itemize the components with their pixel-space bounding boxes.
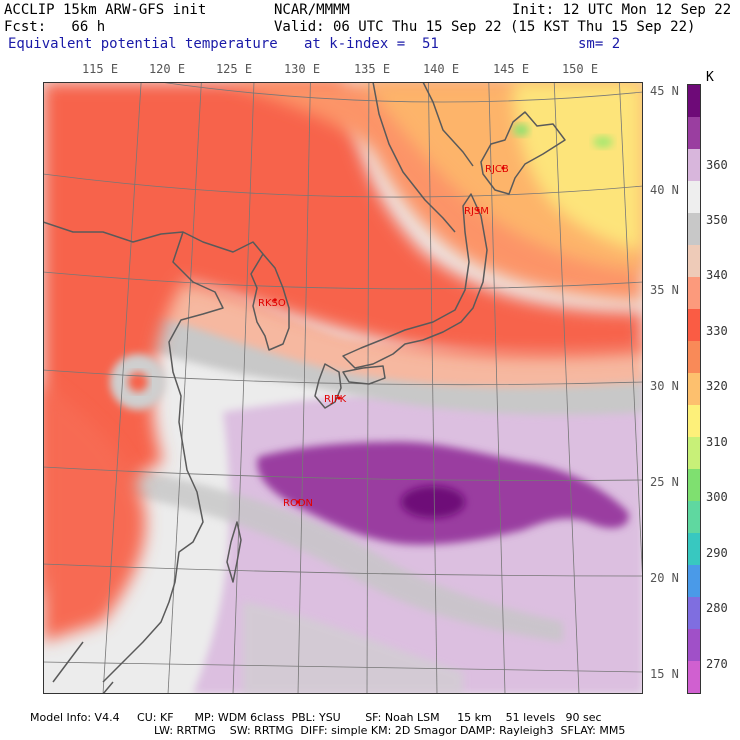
colorbar-segment: [688, 373, 700, 405]
valid-time: Valid: 06 UTC Thu 15 Sep 22 (15 KST Thu …: [274, 19, 696, 35]
colorbar-label-310: 310: [706, 435, 728, 449]
station-rjfk: RJFK: [324, 394, 347, 405]
colorbar: [687, 84, 701, 694]
lat-label-30: 30 N: [650, 379, 679, 393]
lon-label-140: 140 E: [422, 62, 460, 76]
footer-model-info: Model Info: V4.4 CU: KF MP: WDM 6class P…: [30, 711, 602, 724]
init-time: Init: 12 UTC Mon 12 Sep 22: [512, 2, 732, 18]
field-red-tongue: [43, 382, 146, 642]
colorbar-label-290: 290: [706, 546, 728, 560]
smoothing-label: sm= 2: [578, 36, 621, 52]
coast-taiwan: [226, 521, 242, 583]
colorbar-unit: K: [706, 70, 714, 85]
field-green-spot-2: [593, 136, 613, 148]
coast-korea: [250, 253, 290, 351]
map-frame: [43, 82, 643, 694]
colorbar-segment: [688, 501, 700, 533]
station-marker-rodn: [296, 500, 300, 504]
graticule: [43, 82, 643, 694]
station-marker-rjsm: [476, 208, 480, 212]
lat-label-20: 20 N: [650, 571, 679, 585]
colorbar-label-360: 360: [706, 158, 728, 172]
colorbar-label-300: 300: [706, 490, 728, 504]
level-label: at k-index = 51: [304, 36, 439, 52]
lat-label-45: 45 N: [650, 84, 679, 98]
colorbar-segment: [688, 277, 700, 309]
lon-label-135: 135 E: [353, 62, 391, 76]
colorbar-label-270: 270: [706, 657, 728, 671]
colorbar-segment: [688, 213, 700, 245]
colorbar-segment: [688, 245, 700, 277]
coast-kyushu: [314, 363, 342, 409]
field-purple-core: [401, 486, 465, 518]
colorbar-segment: [688, 181, 700, 213]
lon-label-115: 115 E: [81, 62, 119, 76]
station-marker-rjfk: [337, 396, 341, 400]
colorbar-segment: [688, 437, 700, 469]
lon-label-145: 145 E: [492, 62, 530, 76]
colorbar-segment: [688, 629, 700, 661]
coastlines: [43, 82, 566, 694]
colorbar-label-340: 340: [706, 268, 728, 282]
lat-label-15: 15 N: [650, 667, 679, 681]
station-marker-rjcb: [501, 166, 505, 170]
field-red-region: [43, 82, 643, 602]
colorbar-segment: [688, 533, 700, 565]
colorbar-label-350: 350: [706, 213, 728, 227]
colorbar-segment: [688, 565, 700, 597]
colorbar-segment: [688, 661, 700, 693]
center-label: NCAR/MMMM: [274, 2, 350, 18]
lon-label-130: 130 E: [283, 62, 321, 76]
footer-physics: LW: RRTMG SW: RRTMG DIFF: simple KM: 2D …: [154, 724, 626, 737]
colorbar-segment: [688, 341, 700, 373]
colorbar-label-280: 280: [706, 601, 728, 615]
lon-label-150: 150 E: [561, 62, 599, 76]
station-rjcb: RJCB: [485, 164, 509, 175]
station-rkso: RKSO: [258, 298, 286, 309]
colorbar-segment: [688, 85, 700, 117]
coast-russia: [372, 82, 474, 233]
field-grey-streak: [103, 462, 563, 642]
station-rjsm: RJSM: [464, 206, 489, 217]
station-marker-rkso: [273, 298, 277, 302]
theta-e-map: RJCB RJSM RKSO RJFK RODN: [43, 82, 643, 694]
coast-honshu: [342, 193, 488, 369]
model-title: ACCLIP 15km ARW-GFS init: [4, 2, 207, 18]
stations: RJCB RJSM RKSO RJFK RODN: [258, 164, 509, 509]
coast-shikoku: [342, 365, 386, 385]
lon-label-125: 125 E: [215, 62, 253, 76]
field-grey-south: [243, 602, 463, 694]
field-green-spot-1: [513, 124, 529, 136]
field-name: Equivalent potential temperature: [8, 36, 278, 52]
lat-label-35: 35 N: [650, 283, 679, 297]
lat-label-40: 40 N: [650, 183, 679, 197]
colorbar-label-320: 320: [706, 379, 728, 393]
field-salmon-band: [143, 272, 643, 388]
station-rodn: RODN: [283, 498, 313, 509]
coast-hainan: [52, 641, 114, 694]
coast-china-east: [102, 231, 224, 683]
forecast-hour: Fcst: 66 h: [4, 19, 106, 35]
colorbar-segment: [688, 597, 700, 629]
field-vortex-core: [128, 372, 148, 392]
lat-label-25: 25 N: [650, 475, 679, 489]
coast-hokkaido: [480, 111, 566, 195]
colorbar-segment: [688, 117, 700, 149]
colorbar-segment: [688, 309, 700, 341]
lon-label-120: 120 E: [148, 62, 186, 76]
coast-bohai: [43, 221, 264, 255]
colorbar-segment: [688, 469, 700, 501]
colorbar-segment: [688, 405, 700, 437]
colorbar-label-330: 330: [706, 324, 728, 338]
colorbar-segment: [688, 149, 700, 181]
